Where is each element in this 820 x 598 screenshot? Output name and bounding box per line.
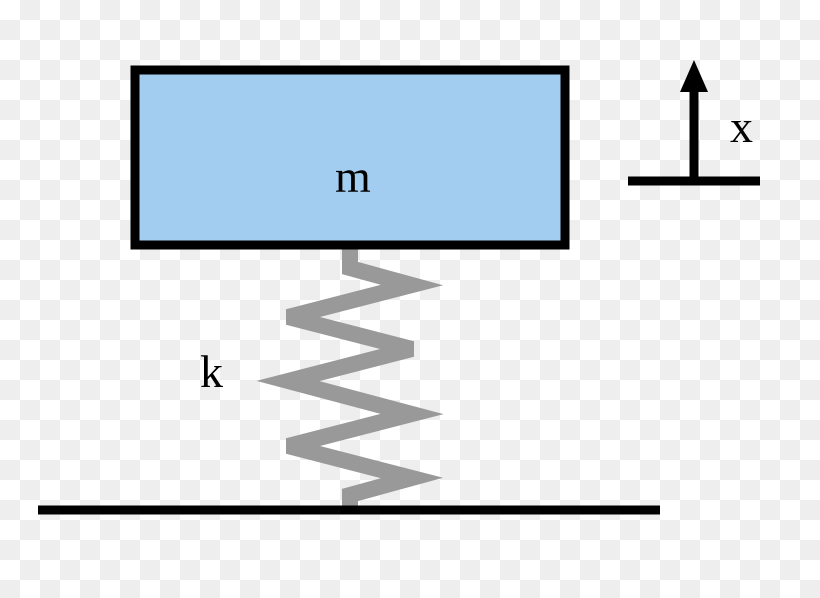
axis-label: x bbox=[730, 100, 753, 153]
spring bbox=[288, 245, 412, 506]
axis-arrow-head bbox=[680, 60, 708, 92]
mass-label: m bbox=[335, 150, 371, 203]
spring-label: k bbox=[200, 345, 223, 398]
mass-spring-diagram bbox=[0, 0, 820, 598]
